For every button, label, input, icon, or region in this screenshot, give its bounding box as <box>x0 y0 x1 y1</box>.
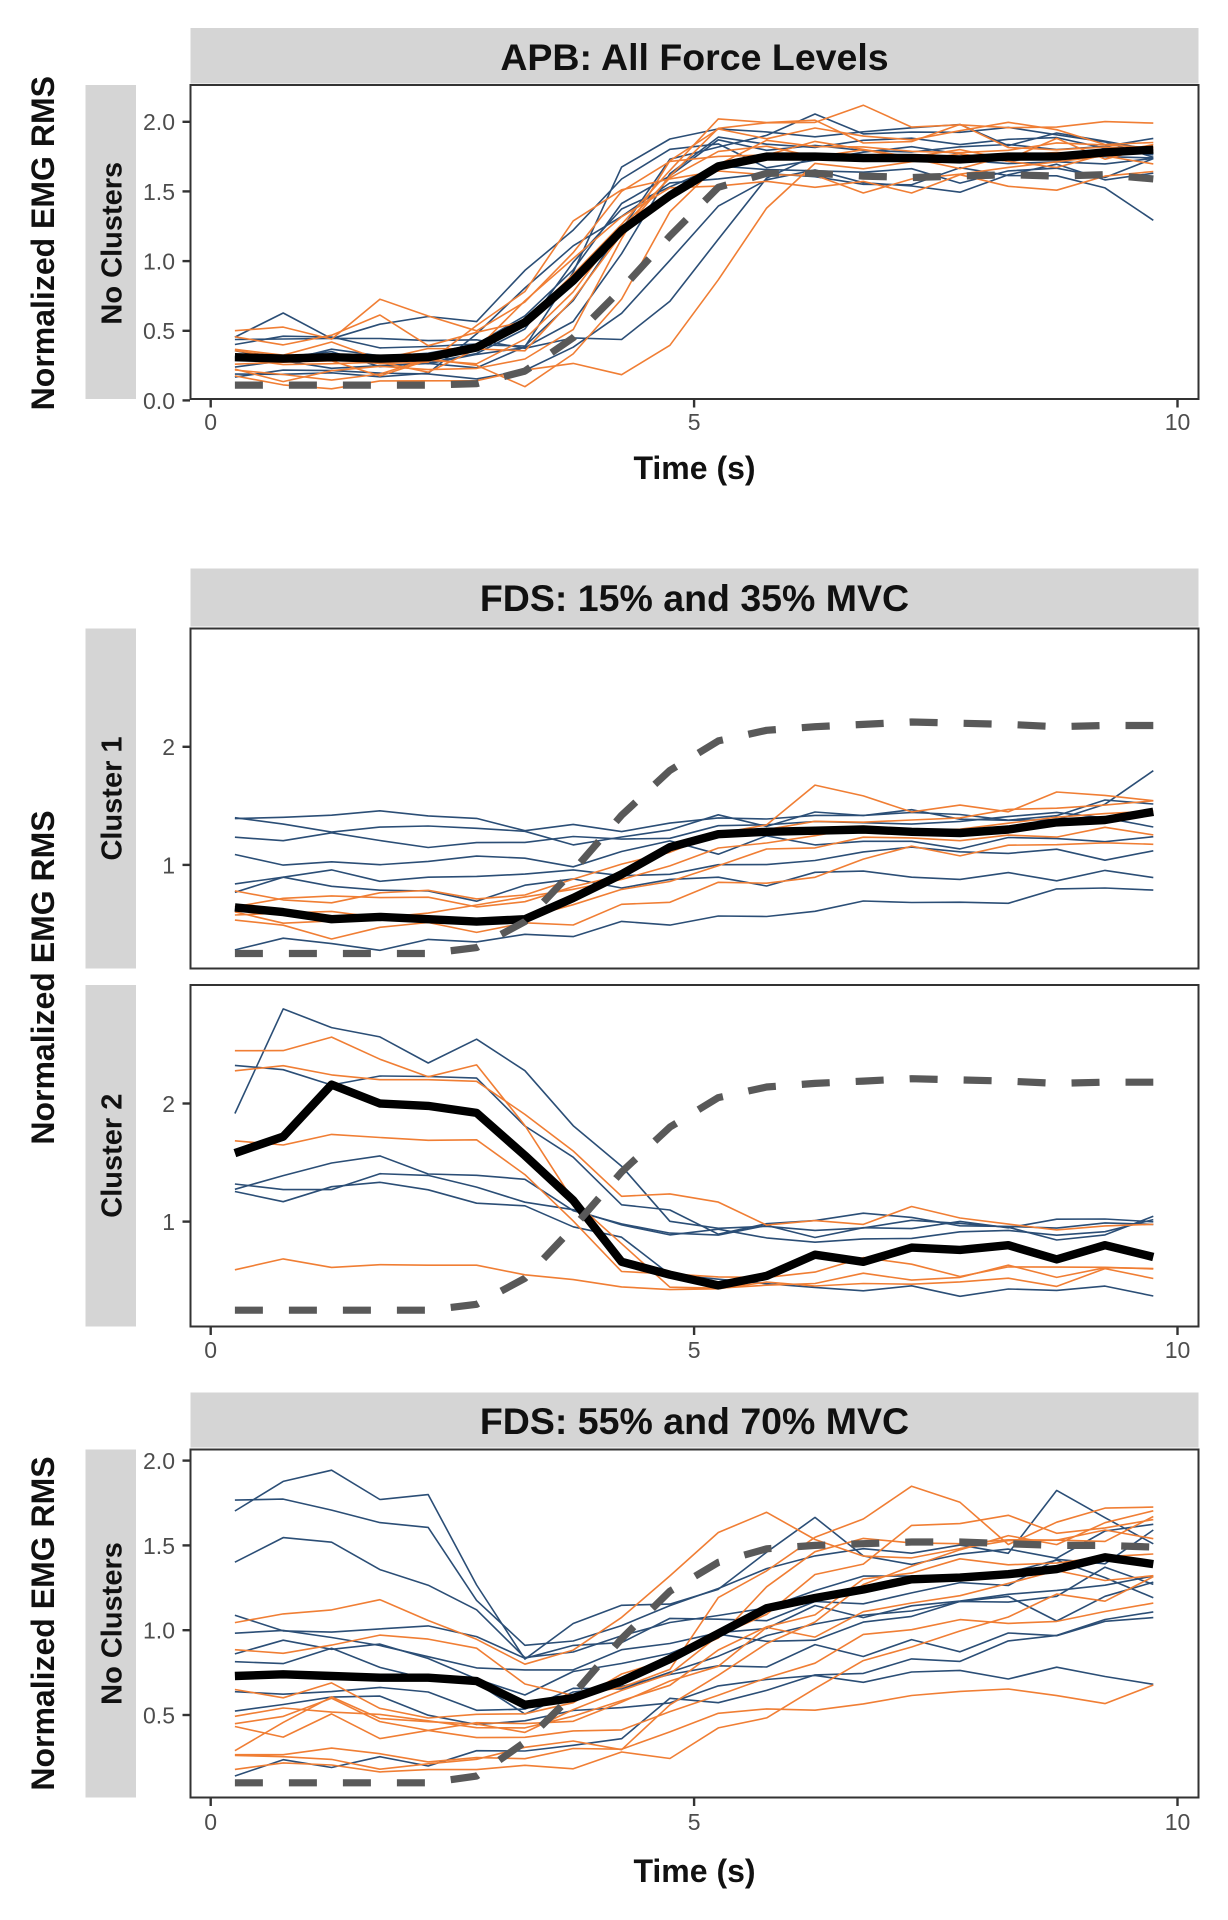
svg-text:0.5: 0.5 <box>143 318 175 344</box>
svg-text:Normalized EMG RMS: Normalized EMG RMS <box>25 76 61 410</box>
svg-text:Cluster 1: Cluster 1 <box>96 736 128 860</box>
svg-text:1: 1 <box>162 852 175 878</box>
svg-text:APB: All Force Levels: APB: All Force Levels <box>500 36 888 78</box>
svg-text:10: 10 <box>1165 1337 1191 1363</box>
svg-text:10: 10 <box>1165 1809 1191 1835</box>
svg-text:FDS: 55% and 70% MVC: FDS: 55% and 70% MVC <box>480 1400 909 1442</box>
svg-text:0.5: 0.5 <box>143 1702 175 1728</box>
svg-text:No Clusters: No Clusters <box>96 1542 128 1705</box>
svg-text:2.0: 2.0 <box>143 109 175 135</box>
svg-text:0: 0 <box>204 1809 217 1835</box>
svg-text:10: 10 <box>1165 409 1191 435</box>
svg-text:1.5: 1.5 <box>143 179 175 205</box>
svg-text:5: 5 <box>688 409 701 435</box>
svg-text:FDS: 15% and 35% MVC: FDS: 15% and 35% MVC <box>480 577 909 619</box>
svg-text:0: 0 <box>204 1337 217 1363</box>
svg-text:0: 0 <box>204 409 217 435</box>
svg-text:1.0: 1.0 <box>143 1618 175 1644</box>
svg-text:2: 2 <box>162 1091 175 1117</box>
svg-text:5: 5 <box>688 1337 701 1363</box>
svg-text:5: 5 <box>688 1809 701 1835</box>
svg-text:2.0: 2.0 <box>143 1448 175 1474</box>
svg-text:Cluster 2: Cluster 2 <box>96 1094 128 1218</box>
svg-text:0.0: 0.0 <box>143 388 175 414</box>
svg-text:Time (s): Time (s) <box>633 1853 755 1889</box>
svg-text:1.0: 1.0 <box>143 249 175 275</box>
svg-text:Normalized EMG RMS: Normalized EMG RMS <box>25 1456 61 1790</box>
svg-text:1.5: 1.5 <box>143 1533 175 1559</box>
svg-text:Time (s): Time (s) <box>633 450 755 486</box>
svg-text:No Clusters: No Clusters <box>96 162 128 325</box>
svg-text:1: 1 <box>162 1209 175 1235</box>
svg-text:Normalized EMG RMS: Normalized EMG RMS <box>25 810 61 1144</box>
svg-text:2: 2 <box>162 734 175 760</box>
